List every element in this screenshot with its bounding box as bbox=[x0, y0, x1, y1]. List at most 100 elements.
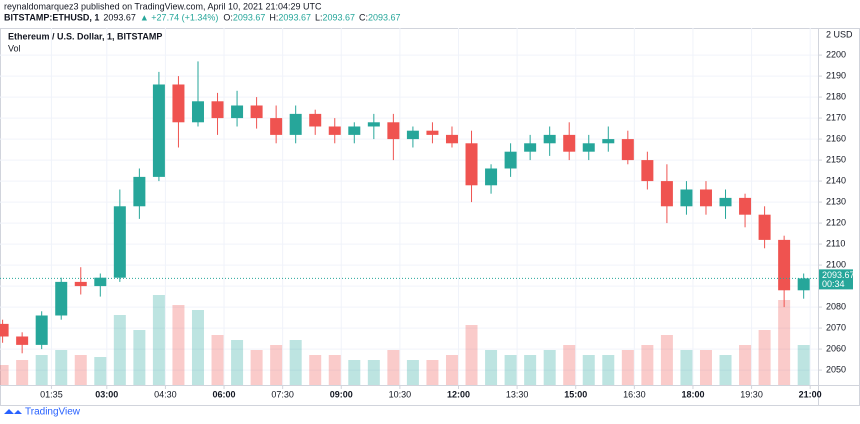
volume-label: Vol bbox=[8, 43, 21, 53]
brand[interactable]: TradingView bbox=[25, 407, 81, 418]
volume-bar bbox=[426, 360, 439, 385]
volume-bar bbox=[0, 365, 9, 385]
header-text: 2093.67 bbox=[103, 12, 136, 22]
candle-body bbox=[348, 126, 361, 135]
volume-bar bbox=[445, 355, 458, 385]
x-tick-label: 15:00 bbox=[564, 389, 587, 399]
volume-bar bbox=[739, 345, 752, 385]
volume-bar bbox=[328, 355, 341, 385]
symbol-line: BITSTAMP:ETHUSD, 1 2093.67 ▲ +27.74 (+1.34… bbox=[4, 12, 401, 22]
candle-body bbox=[504, 151, 517, 169]
header-text: 2093.67 bbox=[322, 12, 355, 22]
x-tick-label: 10:30 bbox=[389, 389, 412, 399]
x-tick-label: 03:00 bbox=[95, 389, 118, 399]
logo bbox=[4, 409, 22, 414]
candles bbox=[0, 61, 810, 354]
x-tick-label: 09:00 bbox=[330, 389, 353, 399]
x-tick-label: 13:30 bbox=[506, 389, 529, 399]
candle-body bbox=[16, 336, 29, 345]
x-tick-label: 04:30 bbox=[154, 389, 177, 399]
candle-body bbox=[485, 168, 498, 186]
y-tick-label: 2130 bbox=[826, 196, 846, 206]
y-tick-label: 2080 bbox=[826, 301, 846, 311]
volume-bar bbox=[641, 345, 654, 385]
candle-body bbox=[543, 134, 556, 144]
candle-body bbox=[152, 84, 165, 177]
candle-body bbox=[191, 101, 204, 123]
x-tick-label: 06:00 bbox=[213, 389, 236, 399]
candle-body bbox=[445, 134, 458, 144]
volume-bar bbox=[367, 360, 380, 385]
header-text: 2093.67 bbox=[233, 12, 266, 22]
y-tick-label: 2160 bbox=[826, 133, 846, 143]
volume-bar bbox=[289, 340, 302, 385]
candle-body bbox=[387, 122, 400, 140]
volume-bar bbox=[16, 360, 29, 385]
volume-bar bbox=[582, 355, 595, 385]
header-text: L: bbox=[315, 12, 323, 22]
candle-body bbox=[231, 105, 244, 119]
x-tick-label: 07:30 bbox=[271, 389, 294, 399]
candle-body bbox=[680, 189, 693, 207]
candle-body bbox=[758, 214, 771, 240]
y-tick-label: 2170 bbox=[826, 112, 846, 122]
volume-bar bbox=[660, 335, 673, 385]
volume-bar bbox=[94, 357, 107, 385]
volume-bar bbox=[680, 350, 693, 385]
author-line: reynaldomarquez3 published on TradingVie… bbox=[4, 1, 322, 11]
volume-bar bbox=[406, 360, 419, 385]
volume-bar bbox=[74, 355, 87, 385]
header-text: 2093.67 bbox=[368, 12, 401, 22]
y-tick-label: 2100 bbox=[826, 259, 846, 269]
volume-bar bbox=[778, 300, 791, 385]
header-text: O: bbox=[223, 12, 233, 22]
y-tick-label: 2190 bbox=[826, 70, 846, 80]
candle-body bbox=[250, 105, 263, 119]
x-tick-label: 18:00 bbox=[681, 389, 704, 399]
candle-body bbox=[641, 160, 654, 182]
candle-body bbox=[465, 143, 478, 186]
y-tick-label: 2070 bbox=[826, 322, 846, 332]
volume-bar bbox=[719, 355, 732, 385]
candle-body bbox=[797, 278, 810, 291]
grid bbox=[0, 28, 818, 385]
candle-body bbox=[289, 113, 302, 135]
header-text: H: bbox=[269, 12, 278, 22]
candle-body bbox=[35, 315, 48, 345]
candle-body bbox=[406, 130, 419, 140]
volume-bar bbox=[797, 345, 810, 385]
y-tick-label: 2120 bbox=[826, 217, 846, 227]
volume-bar bbox=[758, 330, 771, 385]
y-tick-label: 2140 bbox=[826, 175, 846, 185]
candle-body bbox=[660, 181, 673, 207]
volume-bar bbox=[348, 360, 361, 385]
volume-bar bbox=[504, 355, 517, 385]
candle-body bbox=[563, 134, 576, 152]
y-tick-label: 2180 bbox=[826, 91, 846, 101]
volume-bar bbox=[485, 350, 498, 385]
volume-bar bbox=[152, 295, 165, 385]
candle-body bbox=[270, 118, 283, 135]
header-text: BITSTAMP:ETHUSD, 1 bbox=[4, 12, 99, 22]
candle-body bbox=[133, 176, 146, 207]
volume-bar bbox=[524, 355, 537, 385]
candle-body bbox=[426, 130, 439, 135]
volume-bar bbox=[191, 310, 204, 385]
x-tick-label: 16:30 bbox=[623, 389, 646, 399]
countdown: 00:34 bbox=[822, 279, 845, 289]
candle-body bbox=[699, 189, 712, 207]
header-text: 2093.67 bbox=[278, 12, 311, 22]
candle-body bbox=[0, 323, 9, 337]
candle-body bbox=[113, 206, 126, 278]
chart-title: Ethereum / U.S. Dollar, 1, BITSTAMP bbox=[8, 31, 162, 41]
volume-bar bbox=[309, 355, 322, 385]
header-text: ▲ +27.74 (+1.34%) bbox=[140, 12, 218, 22]
candle-body bbox=[602, 139, 615, 144]
candle-body bbox=[367, 122, 380, 127]
candle-body bbox=[582, 143, 595, 152]
volume-bar bbox=[113, 315, 126, 385]
y-tick-label: 2200 bbox=[826, 49, 846, 59]
